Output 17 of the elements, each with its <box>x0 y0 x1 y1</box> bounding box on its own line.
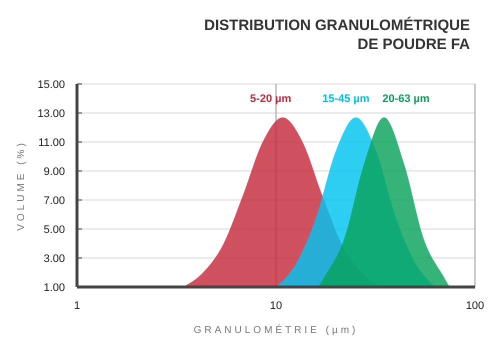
series-label: 20-63 µm <box>382 93 430 105</box>
y-tick-label: 1.00 <box>44 282 65 294</box>
y-axis-title: VOLUME (%) <box>16 140 27 231</box>
x-tick-label: 10 <box>270 300 282 312</box>
x-axis-title: GRANULOMÉTRIE (µm) <box>194 324 358 336</box>
y-tick-label: 15.00 <box>37 79 65 91</box>
chart-title: DISTRIBUTION GRANULOMÉTRIQUE DE POUDRE FA <box>204 16 470 53</box>
y-tick-label: 7.00 <box>44 195 65 207</box>
x-tick-label: 100 <box>466 300 484 312</box>
y-tick-label: 5.00 <box>44 224 65 236</box>
y-tick-label: 13.00 <box>37 108 65 120</box>
series-label: 5-20 µm <box>250 93 292 105</box>
series-label: 15-45 µm <box>322 93 370 105</box>
y-tick-label: 11.00 <box>38 137 65 149</box>
x-tick-label: 1 <box>74 300 80 312</box>
y-tick-label: 3.00 <box>44 253 65 265</box>
y-tick-label: 9.00 <box>44 166 65 178</box>
